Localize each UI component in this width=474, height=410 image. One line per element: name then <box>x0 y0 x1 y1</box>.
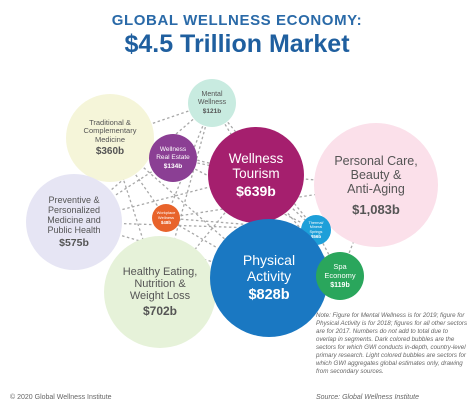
bubble-workplace-wellness: Workplace Wellness $48b <box>152 204 180 232</box>
bubble-spa-economy: Spa Economy $119b <box>316 252 364 300</box>
copyright: © 2020 Global Wellness Institute <box>10 394 112 401</box>
bubble-wellness-real-estate-label: Wellness Real Estate <box>156 146 190 161</box>
bubble-wellness-real-estate-value: $134b <box>163 162 183 170</box>
bubble-traditional-medicine: Traditional & Complementary Medicine $36… <box>66 94 154 182</box>
bubble-personal-care-value: $1,083b <box>352 201 400 217</box>
bubble-healthy-eating-value: $702b <box>142 304 178 319</box>
title-line-1: GLOBAL WELLNESS ECONOMY: <box>111 12 363 29</box>
title-line-2: $4.5 Trillion Market <box>124 30 350 58</box>
bubble-spa-economy-label: Spa Economy <box>324 262 356 280</box>
bubble-preventive-medicine: Preventive & Personalized Medicine and P… <box>26 174 122 270</box>
bubble-traditional-medicine-value: $360b <box>95 146 125 158</box>
bubble-wellness-tourism: Wellness Tourism $639b <box>208 127 304 223</box>
footnote: Note: Figure for Mental Wellness is for … <box>316 312 468 375</box>
bubble-mental-wellness-label: Mental Wellness <box>197 90 227 106</box>
bubble-workplace-wellness-label: Workplace Wellness <box>156 210 176 220</box>
bubble-wellness-tourism-value: $639b <box>236 183 276 200</box>
bubble-physical-activity-label: Physical Activity <box>242 252 296 284</box>
bubble-mental-wellness-value: $121b <box>202 108 222 116</box>
connector <box>315 229 341 277</box>
bubble-spa-economy-value: $119b <box>330 281 350 289</box>
source: Source: Global Wellness Institute <box>316 394 419 401</box>
bubble-thermal-springs-label: Thermal/ Mineral Springs <box>308 221 324 234</box>
bubble-workplace-wellness-value: $48b <box>160 219 172 225</box>
bubble-wellness-tourism-label: Wellness Tourism <box>228 150 284 181</box>
bubble-mental-wellness: Mental Wellness $121b <box>188 79 236 127</box>
bubble-preventive-medicine-value: $575b <box>59 237 89 250</box>
bubble-personal-care: Personal Care, Beauty & Anti-Aging $1,08… <box>314 123 438 247</box>
bubble-physical-activity: Physical Activity $828b <box>210 219 328 337</box>
bubble-wellness-real-estate: Wellness Real Estate $134b <box>149 134 197 182</box>
bubble-thermal-springs-value: $56b <box>310 233 322 239</box>
bubble-preventive-medicine-label: Preventive & Personalized Medicine and P… <box>47 194 101 236</box>
bubble-physical-activity-value: $828b <box>248 286 290 303</box>
bubble-healthy-eating: Healthy Eating, Nutrition & Weight Loss … <box>104 236 216 348</box>
bubble-healthy-eating-label: Healthy Eating, Nutrition & Weight Loss <box>122 265 198 303</box>
bubble-traditional-medicine-label: Traditional & Complementary Medicine <box>83 117 137 144</box>
bubble-personal-care-label: Personal Care, Beauty & Anti-Aging <box>334 153 418 196</box>
